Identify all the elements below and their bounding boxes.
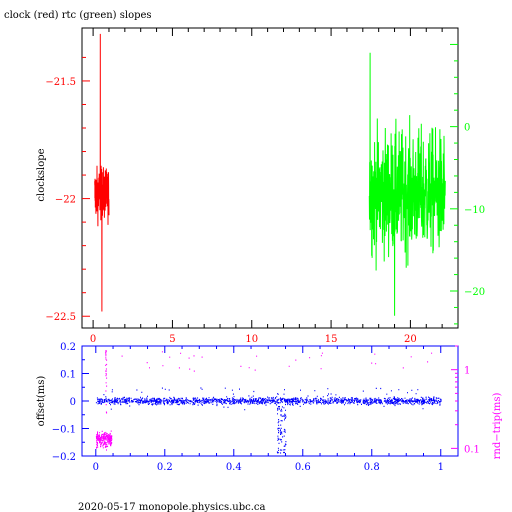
top-y-axis-right: 0 −10 −20	[450, 43, 485, 325]
bottom-x-tick-label: 0.2	[157, 462, 173, 473]
bottom-x-tick-label: 0.6	[295, 462, 311, 473]
bottom-y-axis-right: 10.1	[451, 345, 480, 455]
top-x-tick-label: 5	[169, 334, 175, 345]
top-panel: 0 5 10 15 20 −21.5 −22 −22.5 0 −10 −20 clockslop…	[36, 27, 485, 345]
top-x-tick-label: 10	[245, 334, 258, 345]
top-y2-tick-label: −10	[464, 205, 485, 216]
bottom-y-axis-label: offset(ms)	[36, 376, 47, 427]
bottom-y-tick-label: −0.2	[52, 452, 76, 463]
bottom-panel: 0 0.2 0.4 0.6 0.8 1 0.20.10−0.1−0.2 10.1 offs…	[36, 342, 503, 473]
clock-line	[94, 33, 110, 312]
top-y-axis-left: −21.5 −22 −22.5	[45, 56, 90, 323]
bottom-y-tick-label: −0.1	[52, 425, 76, 436]
bottom-x-tick-label: 0	[93, 462, 99, 473]
top-y-tick-label: −22.5	[45, 312, 76, 323]
top-plot-frame	[81, 27, 459, 329]
offset-points	[95, 387, 442, 454]
bottom-y2-tick-label: 0.1	[464, 444, 480, 455]
top-y2-tick-label: 0	[464, 123, 470, 134]
offset-series	[95, 387, 442, 454]
bottom-y2-tick-label: 1	[464, 366, 470, 377]
rnd-trip-series	[95, 350, 433, 451]
bottom-x-tick-label: 0.4	[226, 462, 242, 473]
top-y-tick-label: −22	[55, 195, 76, 206]
bottom-y-tick-label: 0.1	[60, 370, 76, 381]
bottom-y2-axis-label: rnd−trip(ms)	[492, 392, 503, 459]
rtc-line	[368, 52, 446, 316]
top-x-tick-label: 20	[404, 334, 417, 345]
clock-series	[94, 33, 110, 312]
top-x-tick-label: 0	[90, 334, 96, 345]
bottom-x-axis: 0 0.2 0.4 0.6 0.8 1	[93, 346, 444, 473]
top-y-axis-label: clockslope	[36, 148, 47, 201]
bottom-y-axis-left: 0.2 0.1 0 −0.1 −0.2	[52, 342, 89, 463]
top-x-tick-label: 15	[325, 334, 338, 345]
footer-text: 2020-05-17 monopole.physics.ubc.ca	[78, 502, 265, 512]
bottom-x-tick-label: 0.8	[364, 462, 380, 473]
rtc-series	[368, 52, 446, 316]
top-y-tick-label: −21.5	[45, 77, 76, 88]
top-x-axis: 0 5 10 15 20	[90, 28, 443, 345]
rnd-trip-points	[95, 350, 433, 451]
chart-title: clock (red) rtc (green) slopes	[4, 10, 152, 21]
bottom-y-tick-label: 0	[70, 397, 76, 408]
bottom-y-tick-label: 0.2	[60, 342, 76, 353]
top-y2-tick-label: −20	[464, 287, 485, 298]
bottom-x-tick-label: 1	[438, 462, 444, 473]
